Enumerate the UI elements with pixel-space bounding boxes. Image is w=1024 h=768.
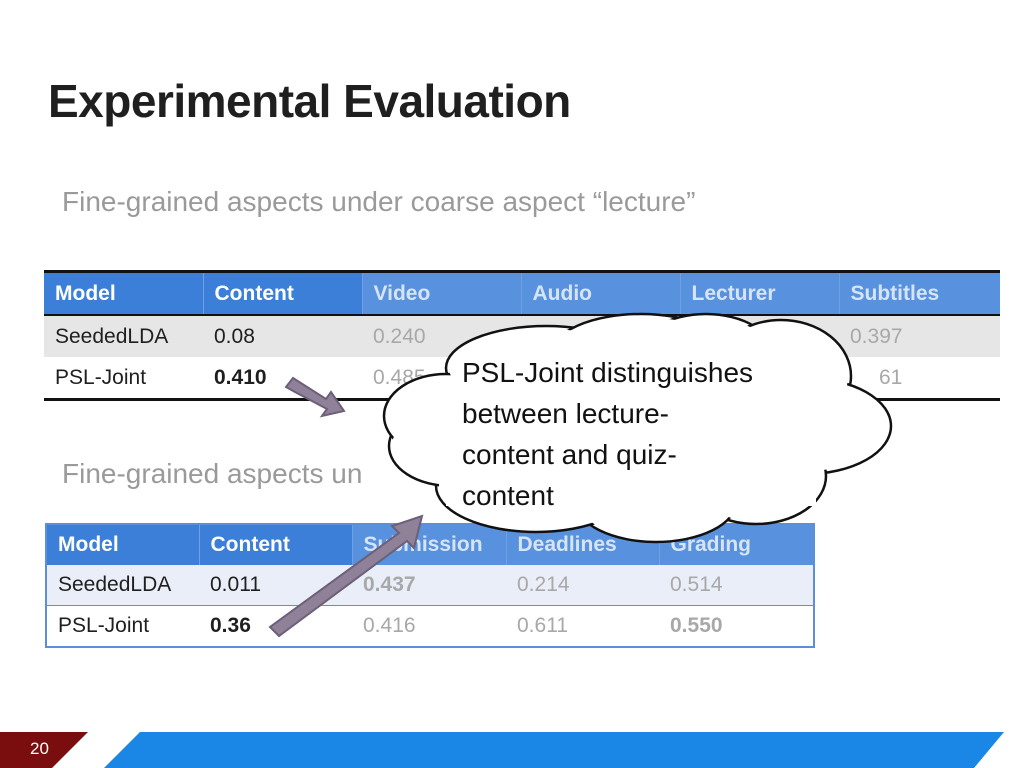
section2-subtitle: Fine-grained aspects un: [62, 458, 363, 489]
cell-deadlines: 0.611: [506, 605, 659, 647]
cell-content: 0.08: [203, 315, 362, 357]
cell-model: SeededLDA: [46, 565, 199, 606]
cell-model: PSL-Joint: [44, 357, 203, 400]
page-number: 20: [30, 739, 49, 758]
cell-content: 0.011: [199, 565, 352, 606]
column-header-video: Video: [361, 271, 521, 316]
cell-subtitles: 0.397: [839, 315, 1000, 357]
cell-submission: 0.437: [352, 565, 506, 606]
column-header-model: Model: [46, 524, 199, 565]
cell-deadlines: 0.214: [506, 565, 659, 606]
cell-grading: 0.514: [659, 565, 814, 606]
callout-line: content and quiz-: [462, 439, 677, 470]
table-row: PSL-Joint 0.36 0.416 0.611 0.550: [46, 605, 814, 647]
column-header-content: Content: [198, 524, 352, 565]
column-header-model: Model: [44, 271, 203, 316]
column-header-content: Content: [202, 271, 362, 316]
table-header-row: Model Content Video Audio Lecturer Subti…: [44, 271, 1000, 316]
callout-line: between lecture-: [462, 398, 670, 429]
lecture-aspects-table: Model Content Video Audio Lecturer Subti…: [44, 270, 1000, 401]
column-header-subtitles: Subtitles: [838, 271, 1000, 316]
cell-content: 0.410: [203, 357, 362, 400]
cell-grading: 0.550: [659, 605, 814, 647]
column-header-lecturer: Lecturer: [679, 271, 839, 316]
column-header-audio: Audio: [520, 271, 680, 316]
table-row: SeededLDA 0.011 0.437 0.214 0.514: [46, 565, 814, 606]
footer-band: [104, 732, 1004, 768]
section1-subtitle: Fine-grained aspects under coarse aspect…: [62, 186, 696, 217]
callout-line: PSL-Joint distinguishes: [462, 357, 754, 388]
slide-title: Experimental Evaluation: [48, 75, 571, 127]
cell-model: SeededLDA: [44, 315, 203, 357]
callout-text: PSL-Joint distinguishes between lecture-…: [462, 352, 792, 516]
cloud-callout: [382, 312, 893, 544]
callout-line: content: [462, 480, 554, 511]
cell-content: 0.36: [199, 605, 352, 647]
cell-video: 0.240: [362, 315, 521, 357]
cell-model: PSL-Joint: [46, 605, 199, 647]
cell-submission: 0.416: [352, 605, 506, 647]
